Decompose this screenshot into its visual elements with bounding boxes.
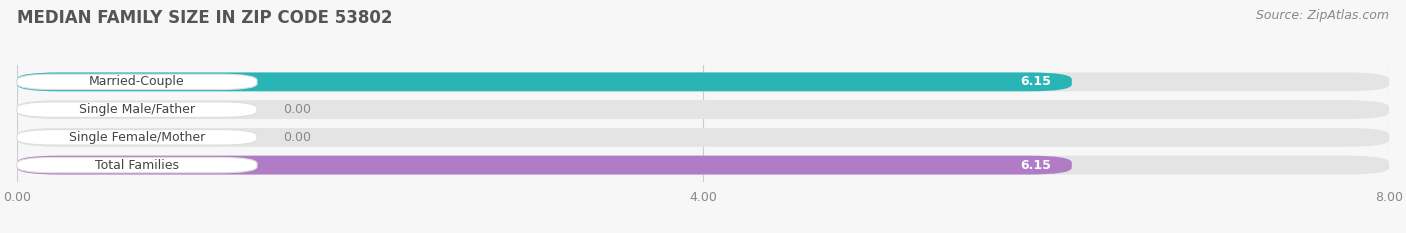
- FancyBboxPatch shape: [17, 74, 257, 90]
- Text: 0.00: 0.00: [283, 103, 311, 116]
- FancyBboxPatch shape: [17, 72, 1389, 91]
- FancyBboxPatch shape: [17, 128, 1389, 147]
- Text: Single Female/Mother: Single Female/Mother: [69, 131, 205, 144]
- FancyBboxPatch shape: [17, 156, 1071, 175]
- Text: 0.00: 0.00: [283, 131, 311, 144]
- FancyBboxPatch shape: [17, 102, 257, 117]
- FancyBboxPatch shape: [17, 156, 1389, 175]
- FancyBboxPatch shape: [17, 100, 1389, 119]
- Text: Single Male/Father: Single Male/Father: [79, 103, 195, 116]
- FancyBboxPatch shape: [17, 130, 257, 145]
- Text: 6.15: 6.15: [1021, 159, 1052, 171]
- Text: MEDIAN FAMILY SIZE IN ZIP CODE 53802: MEDIAN FAMILY SIZE IN ZIP CODE 53802: [17, 9, 392, 27]
- FancyBboxPatch shape: [17, 72, 1071, 91]
- Text: Source: ZipAtlas.com: Source: ZipAtlas.com: [1256, 9, 1389, 22]
- FancyBboxPatch shape: [17, 157, 257, 173]
- Text: 6.15: 6.15: [1021, 75, 1052, 88]
- Text: Married-Couple: Married-Couple: [89, 75, 184, 88]
- Text: Total Families: Total Families: [96, 159, 179, 171]
